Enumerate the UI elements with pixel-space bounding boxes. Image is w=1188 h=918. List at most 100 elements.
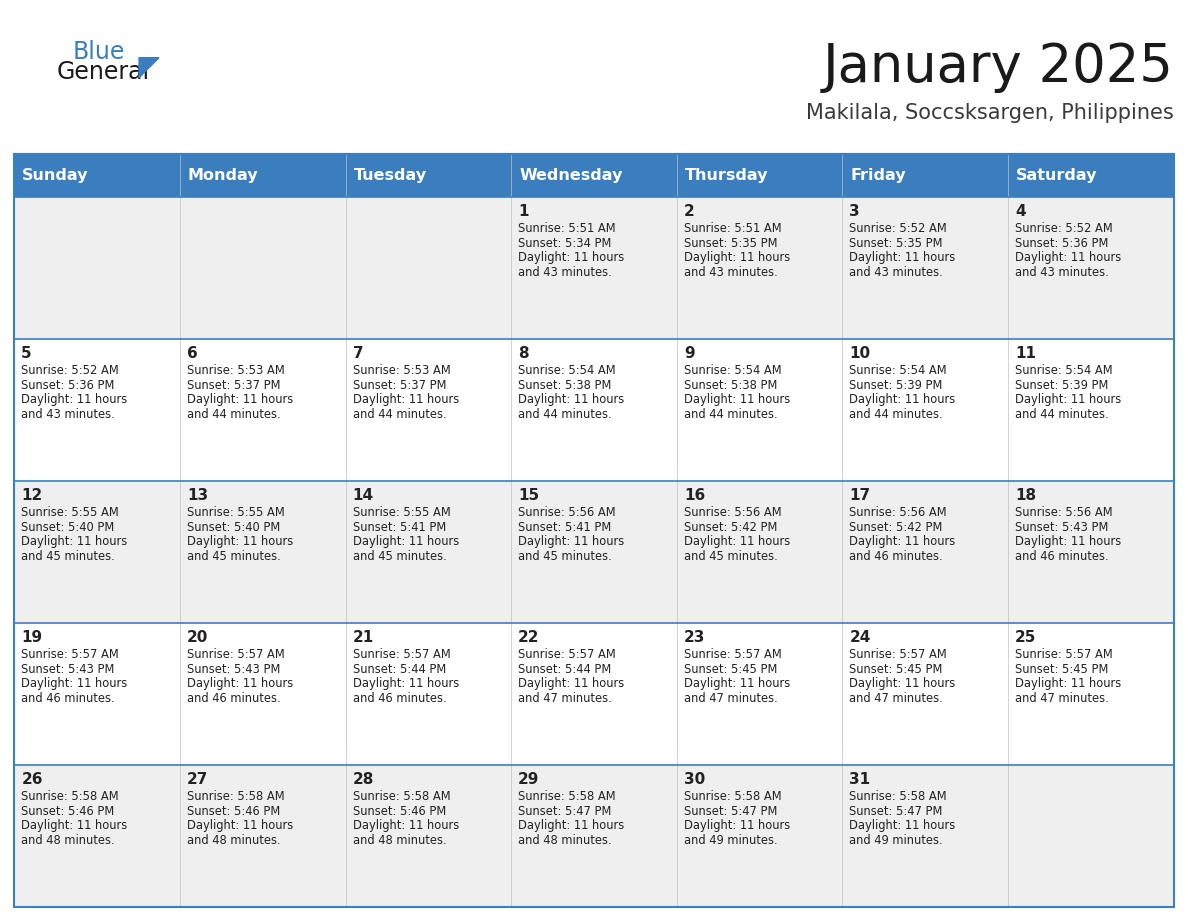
Text: Daylight: 11 hours: Daylight: 11 hours [353, 393, 459, 407]
Bar [14, 197, 179, 340]
Text: Sunrise: 5:51 AM: Sunrise: 5:51 AM [518, 222, 615, 235]
Text: 25: 25 [1015, 630, 1036, 645]
Text: Daylight: 11 hours: Daylight: 11 hours [684, 252, 790, 264]
Text: Sunrise: 5:58 AM: Sunrise: 5:58 AM [21, 790, 119, 803]
Text: Sunrise: 5:54 AM: Sunrise: 5:54 AM [684, 364, 782, 377]
Text: Sunrise: 5:58 AM: Sunrise: 5:58 AM [684, 790, 782, 803]
Bar [14, 623, 179, 765]
Text: Daylight: 11 hours: Daylight: 11 hours [1015, 252, 1121, 264]
Text: Sunrise: 5:58 AM: Sunrise: 5:58 AM [518, 790, 615, 803]
Text: and 49 minutes.: and 49 minutes. [849, 834, 943, 846]
Text: Makilala, Soccsksargen, Philippines: Makilala, Soccsksargen, Philippines [805, 103, 1174, 123]
Bar [346, 623, 511, 765]
Text: 3: 3 [849, 205, 860, 219]
Text: 12: 12 [21, 488, 43, 503]
Text: Daylight: 11 hours: Daylight: 11 hours [849, 535, 955, 548]
Text: Sunset: 5:45 PM: Sunset: 5:45 PM [849, 663, 943, 676]
Text: Sunrise: 5:55 AM: Sunrise: 5:55 AM [21, 506, 119, 520]
Text: 2: 2 [684, 205, 695, 219]
Text: Sunset: 5:45 PM: Sunset: 5:45 PM [1015, 663, 1108, 676]
Text: Daylight: 11 hours: Daylight: 11 hours [353, 535, 459, 548]
Text: Sunset: 5:40 PM: Sunset: 5:40 PM [21, 521, 114, 533]
Text: and 44 minutes.: and 44 minutes. [1015, 408, 1108, 420]
Text: and 45 minutes.: and 45 minutes. [187, 550, 280, 563]
Text: 30: 30 [684, 772, 704, 787]
Text: January 2025: January 2025 [823, 41, 1174, 94]
Text: 16: 16 [684, 488, 704, 503]
Text: Sunset: 5:47 PM: Sunset: 5:47 PM [518, 804, 612, 818]
Text: Sunrise: 5:56 AM: Sunrise: 5:56 AM [849, 506, 947, 520]
Text: Daylight: 11 hours: Daylight: 11 hours [187, 677, 293, 690]
Text: Daylight: 11 hours: Daylight: 11 hours [849, 252, 955, 264]
Text: Sunset: 5:44 PM: Sunset: 5:44 PM [353, 663, 446, 676]
Text: Sunset: 5:35 PM: Sunset: 5:35 PM [849, 237, 943, 250]
Text: 14: 14 [353, 488, 374, 503]
Text: Sunrise: 5:57 AM: Sunrise: 5:57 AM [21, 648, 119, 661]
Text: Daylight: 11 hours: Daylight: 11 hours [849, 393, 955, 407]
Text: General: General [57, 60, 150, 84]
Text: Daylight: 11 hours: Daylight: 11 hours [684, 393, 790, 407]
Text: Sunset: 5:43 PM: Sunset: 5:43 PM [187, 663, 280, 676]
Text: Daylight: 11 hours: Daylight: 11 hours [353, 819, 459, 832]
Text: and 46 minutes.: and 46 minutes. [21, 691, 115, 705]
Bar [1009, 765, 1174, 907]
Text: Daylight: 11 hours: Daylight: 11 hours [518, 393, 625, 407]
Text: Sunset: 5:36 PM: Sunset: 5:36 PM [1015, 237, 1108, 250]
Text: 27: 27 [187, 772, 208, 787]
Text: and 48 minutes.: and 48 minutes. [187, 834, 280, 846]
Text: and 45 minutes.: and 45 minutes. [353, 550, 447, 563]
Text: Daylight: 11 hours: Daylight: 11 hours [1015, 677, 1121, 690]
Bar [14, 340, 179, 481]
Text: Sunrise: 5:53 AM: Sunrise: 5:53 AM [187, 364, 285, 377]
Text: and 46 minutes.: and 46 minutes. [353, 691, 447, 705]
Text: Sunset: 5:35 PM: Sunset: 5:35 PM [684, 237, 777, 250]
Text: Friday: Friday [851, 168, 906, 184]
Text: Sunset: 5:46 PM: Sunset: 5:46 PM [353, 804, 446, 818]
Text: Daylight: 11 hours: Daylight: 11 hours [187, 535, 293, 548]
Bar [511, 765, 677, 907]
Text: Sunset: 5:46 PM: Sunset: 5:46 PM [187, 804, 280, 818]
Text: Sunset: 5:42 PM: Sunset: 5:42 PM [849, 521, 943, 533]
Text: and 48 minutes.: and 48 minutes. [21, 834, 115, 846]
Text: Daylight: 11 hours: Daylight: 11 hours [684, 535, 790, 548]
Text: and 47 minutes.: and 47 minutes. [1015, 691, 1108, 705]
Text: Sunset: 5:44 PM: Sunset: 5:44 PM [518, 663, 612, 676]
Bar [511, 623, 677, 765]
Text: Sunset: 5:43 PM: Sunset: 5:43 PM [21, 663, 114, 676]
Text: Daylight: 11 hours: Daylight: 11 hours [518, 819, 625, 832]
Text: 7: 7 [353, 346, 364, 362]
Text: 26: 26 [21, 772, 43, 787]
Text: 19: 19 [21, 630, 43, 645]
Text: Wednesday: Wednesday [519, 168, 623, 184]
Text: Sunrise: 5:56 AM: Sunrise: 5:56 AM [684, 506, 782, 520]
Bar [677, 197, 842, 340]
Text: Sunrise: 5:54 AM: Sunrise: 5:54 AM [849, 364, 947, 377]
Text: Sunrise: 5:57 AM: Sunrise: 5:57 AM [187, 648, 285, 661]
Text: Sunset: 5:37 PM: Sunset: 5:37 PM [353, 379, 446, 392]
Bar [677, 623, 842, 765]
Bar [511, 481, 677, 623]
Text: Sunrise: 5:57 AM: Sunrise: 5:57 AM [353, 648, 450, 661]
Text: Sunrise: 5:52 AM: Sunrise: 5:52 AM [1015, 222, 1113, 235]
Text: Sunset: 5:39 PM: Sunset: 5:39 PM [849, 379, 943, 392]
Text: 18: 18 [1015, 488, 1036, 503]
Bar [346, 197, 511, 340]
Text: Sunrise: 5:51 AM: Sunrise: 5:51 AM [684, 222, 782, 235]
Bar [842, 197, 1009, 340]
Text: and 43 minutes.: and 43 minutes. [1015, 266, 1108, 279]
Text: and 48 minutes.: and 48 minutes. [518, 834, 612, 846]
Text: Sunrise: 5:52 AM: Sunrise: 5:52 AM [849, 222, 947, 235]
Text: Sunrise: 5:58 AM: Sunrise: 5:58 AM [353, 790, 450, 803]
Text: 13: 13 [187, 488, 208, 503]
Text: Sunrise: 5:56 AM: Sunrise: 5:56 AM [518, 506, 615, 520]
Text: Daylight: 11 hours: Daylight: 11 hours [1015, 393, 1121, 407]
Bar [179, 197, 346, 340]
Text: Blue: Blue [72, 39, 126, 63]
Text: Sunset: 5:46 PM: Sunset: 5:46 PM [21, 804, 114, 818]
Bar [14, 481, 179, 623]
Text: Daylight: 11 hours: Daylight: 11 hours [684, 677, 790, 690]
Bar [677, 765, 842, 907]
Bar [14, 154, 1174, 197]
Text: and 44 minutes.: and 44 minutes. [187, 408, 280, 420]
Text: Sunset: 5:34 PM: Sunset: 5:34 PM [518, 237, 612, 250]
